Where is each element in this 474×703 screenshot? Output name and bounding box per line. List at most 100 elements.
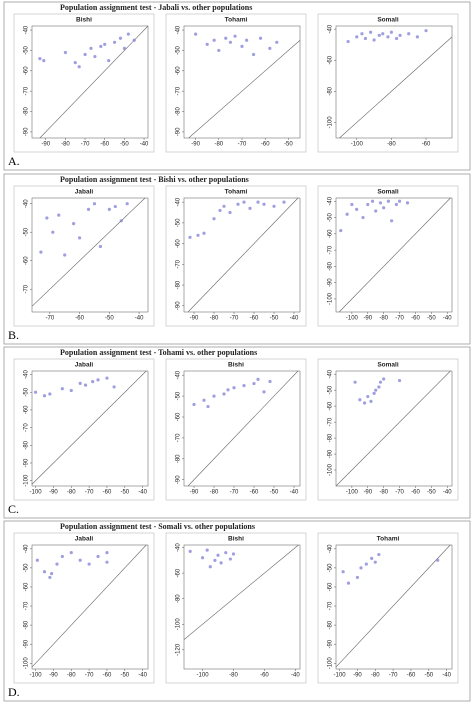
- plot-frame: [13, 185, 155, 327]
- point: [370, 556, 374, 560]
- chart-title: Bishi: [76, 17, 92, 24]
- y-tick-label: -80: [328, 433, 334, 442]
- point: [98, 244, 103, 249]
- plot-frame: [317, 13, 459, 153]
- point: [212, 38, 216, 42]
- point: [242, 200, 246, 204]
- point: [369, 399, 373, 403]
- point: [126, 32, 130, 36]
- point: [231, 552, 236, 556]
- point: [55, 562, 59, 566]
- point: [374, 209, 378, 213]
- point: [83, 52, 87, 57]
- y-tick-label: -40: [176, 25, 182, 34]
- x-tick-label: -80: [379, 316, 388, 322]
- x-tick-label: -90: [191, 142, 200, 148]
- point: [212, 394, 216, 398]
- chart-title: Jabali: [75, 536, 94, 543]
- y-tick-label: -70: [328, 417, 334, 426]
- y-tick-label: -90: [176, 301, 182, 310]
- y-tick-label: -80: [328, 620, 334, 629]
- point: [188, 235, 192, 239]
- y-tick-label: -50: [24, 45, 30, 54]
- y-tick-label: -70: [24, 423, 30, 432]
- y-tick-label: -90: [176, 475, 182, 484]
- chart-title: Somali: [377, 17, 399, 24]
- point: [369, 30, 373, 34]
- x-tick-label: -60: [407, 673, 416, 679]
- y-tick-label: -80: [328, 261, 334, 270]
- x-tick-label: -80: [379, 490, 388, 496]
- y-tick-label: -100: [24, 474, 30, 487]
- point: [78, 381, 82, 385]
- y-tick-label: -40: [24, 25, 30, 34]
- point: [256, 200, 260, 204]
- y-tick-label: -80: [176, 594, 182, 603]
- y-tick-label: -40: [328, 24, 334, 33]
- diagonal: [183, 544, 299, 640]
- x-tick-label: -40: [138, 673, 147, 679]
- point: [374, 388, 378, 392]
- point: [394, 36, 399, 41]
- axes-box: [31, 370, 149, 487]
- diagonal: [187, 370, 299, 487]
- point: [226, 388, 230, 392]
- chart-title: Somali: [377, 362, 399, 369]
- point: [91, 380, 95, 384]
- point: [200, 556, 205, 560]
- y-tick-label: -60: [176, 412, 182, 421]
- y-tick-label: -70: [24, 601, 30, 610]
- point: [382, 206, 386, 210]
- point: [372, 391, 376, 395]
- x-tick-label: -80: [67, 673, 76, 679]
- point: [382, 377, 386, 381]
- x-tick-label: -70: [46, 316, 55, 322]
- y-tick-label: -100: [328, 292, 334, 305]
- x-tick-label: -60: [260, 673, 269, 679]
- point: [38, 56, 42, 61]
- x-tick-label: -50: [105, 316, 114, 322]
- point: [245, 38, 249, 42]
- point: [208, 565, 212, 569]
- x-tick-label: -60: [100, 142, 109, 148]
- point: [363, 36, 368, 41]
- plot-frame: [13, 13, 155, 153]
- point: [359, 566, 363, 570]
- y-tick-label: -60: [24, 66, 30, 75]
- x-tick-label: -60: [103, 673, 112, 679]
- x-tick-label: -40: [290, 490, 299, 496]
- axes-box: [183, 197, 301, 313]
- y-tick-label: -50: [176, 218, 182, 227]
- point: [224, 36, 228, 40]
- y-tick-label: -120: [176, 643, 182, 656]
- y-tick-label: -40: [176, 543, 182, 552]
- y-tick-label: -40: [328, 369, 334, 378]
- point: [350, 202, 354, 207]
- point: [48, 575, 52, 580]
- axes-box: [183, 370, 301, 487]
- point: [112, 40, 117, 44]
- y-tick-label: -40: [176, 370, 182, 379]
- y-tick-label: -100: [328, 463, 334, 476]
- x-tick-label: -90: [353, 673, 362, 679]
- diagonal: [39, 25, 149, 139]
- point: [275, 40, 279, 44]
- point: [72, 222, 76, 226]
- point: [112, 385, 116, 389]
- panel-label: B.: [8, 328, 19, 342]
- x-tick-label: -60: [103, 490, 112, 496]
- x-tick-label: -40: [138, 490, 147, 496]
- point: [242, 384, 246, 388]
- axes-box: [183, 544, 301, 670]
- point: [258, 36, 263, 40]
- x-tick-label: -70: [85, 490, 94, 496]
- point: [262, 390, 266, 394]
- y-tick-label: -100: [24, 657, 30, 670]
- diagonal: [187, 197, 299, 313]
- point: [194, 32, 198, 36]
- diagonal: [338, 197, 451, 313]
- y-tick-label: -40: [24, 370, 30, 379]
- point: [113, 204, 117, 209]
- point: [355, 207, 359, 211]
- axes-box: [335, 544, 453, 670]
